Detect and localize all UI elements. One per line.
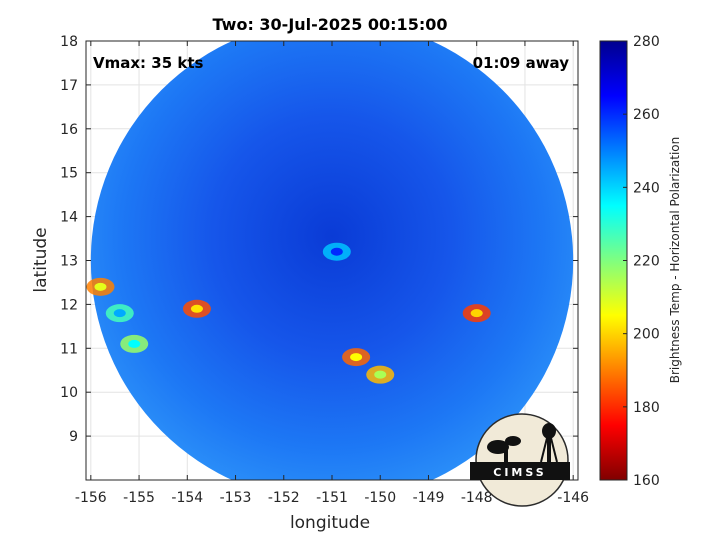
y-axis-label: latitude: [31, 227, 51, 292]
colorbar-tick-label: 240: [633, 180, 660, 196]
x-tick-label: -155: [123, 490, 155, 506]
feature-core: [113, 309, 126, 318]
colorbar-tick-label: 200: [633, 327, 660, 343]
y-tick-label: 12: [60, 297, 78, 313]
y-tick-label: 15: [60, 166, 78, 182]
x-tick-label: -156: [75, 490, 107, 506]
colorbar-gradient: [599, 40, 628, 481]
y-tick-label: 9: [69, 429, 78, 445]
colorbar-tick-label: 220: [633, 254, 660, 270]
feature-core: [190, 304, 203, 313]
y-tick-label: 17: [60, 78, 78, 94]
swath-disc: [90, 41, 574, 480]
time-away-annotation: 01:09 away: [473, 54, 570, 72]
convection-features: [86, 242, 491, 384]
y-tick-label: 13: [60, 254, 78, 270]
x-axis-label: longitude: [290, 513, 370, 533]
y-tick-label: 16: [60, 122, 78, 138]
vmax-annotation: Vmax: 35 kts: [93, 54, 203, 72]
feature-core: [470, 309, 483, 318]
y-tick-label: 11: [60, 341, 78, 357]
y-tick-label: 18: [60, 34, 78, 50]
x-tick-label: -148: [461, 490, 493, 506]
colorbar-tick-label: 160: [633, 473, 660, 489]
colorbar-tick-label: 180: [633, 400, 660, 416]
feature-core: [128, 339, 141, 348]
colorbar: 160 180 200 220 240 260 280 Brightness Temp - …: [599, 34, 682, 489]
chart-title: Two: 30-Jul-2025 00:15:00: [213, 15, 448, 34]
colorbar-tick-label: 280: [633, 34, 660, 50]
feature-core: [374, 370, 387, 379]
feature-core: [330, 247, 343, 256]
colorbar-ticks: 160 180 200 220 240 260 280: [623, 34, 660, 489]
feature-core: [350, 353, 363, 362]
x-tick-label: -149: [413, 490, 445, 506]
x-tick-label: -153: [220, 490, 252, 506]
x-tick-label: -154: [171, 490, 203, 506]
logo-text: CIMSS: [493, 466, 546, 479]
x-tick-label: -150: [364, 490, 396, 506]
y-tick-label: 14: [60, 210, 78, 226]
y-tick-label: 10: [60, 385, 78, 401]
cimss-logo: CIMSS: [470, 413, 570, 507]
x-tick-label: -146: [557, 490, 589, 506]
x-tick-label: -152: [268, 490, 300, 506]
feature-core: [94, 282, 107, 291]
x-tick-label: -151: [316, 490, 348, 506]
colorbar-label: Brightness Temp - Horizontal Polarizatio…: [668, 137, 682, 384]
y-axis-ticks: 9 10 11 12 13 14 15 16 17 18: [60, 34, 578, 445]
colorbar-tick-label: 260: [633, 107, 660, 123]
